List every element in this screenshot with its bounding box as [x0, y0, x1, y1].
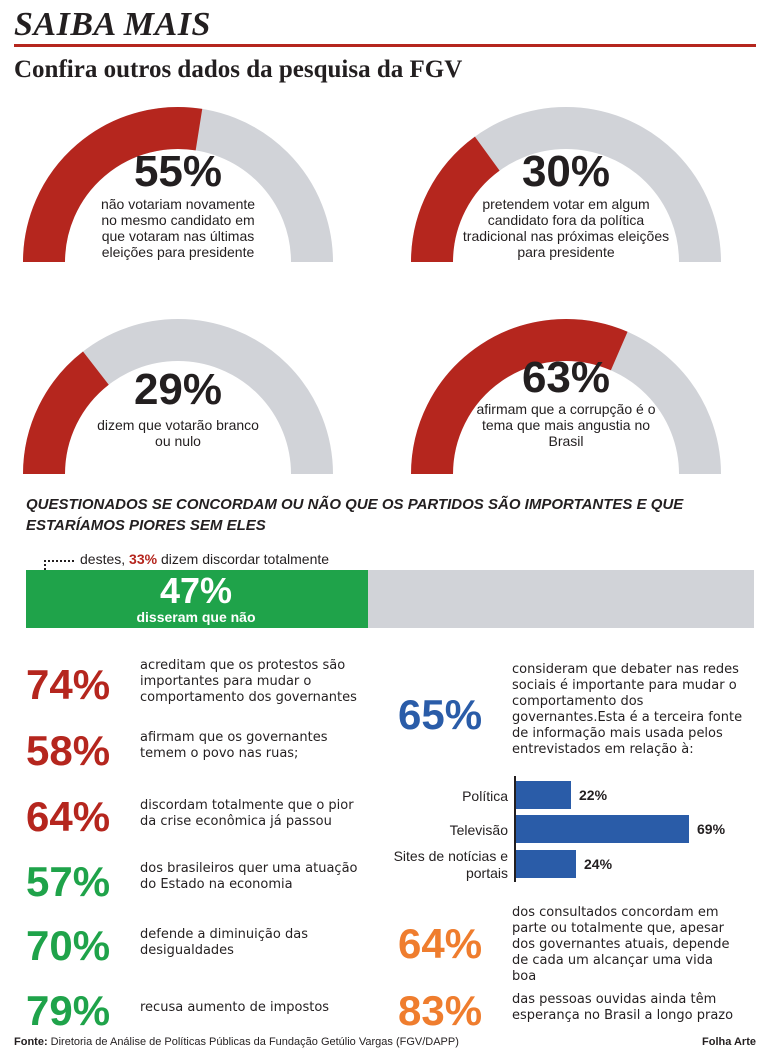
stat-percent: 57%	[26, 858, 111, 905]
stat-text: discordam totalmente que o pior da crise…	[140, 798, 354, 829]
gauge-percent: 29%	[133, 365, 223, 414]
section-title: SAIBA MAIS	[14, 6, 211, 43]
hbar-value: 69%	[697, 821, 726, 837]
source-label: Fonte:	[14, 1036, 48, 1048]
question-heading: QUESTIONADOS SE CONCORDAM OU NÃO QUE OS …	[26, 496, 684, 534]
gauge-svg	[23, 107, 333, 263]
gauge-description: pretendem votar em algum candidato fora …	[462, 196, 670, 260]
gauge-svg	[411, 107, 721, 263]
gauge-description: não votariam novamente no mesmo candidat…	[100, 196, 256, 260]
gauge-value-arc	[23, 351, 110, 475]
gauge-description: afirmam que a corrupção é o tema que mai…	[476, 401, 656, 449]
note-suffix: dizem discordar totalmente	[160, 551, 330, 567]
stat-percent: 64%	[26, 793, 111, 840]
note-prefix: destes,	[80, 551, 126, 567]
parties-bar-fill: 47% disseram que não	[26, 570, 368, 628]
parties-bar-label: disseram que não	[136, 609, 256, 625]
parties-bar-percent: 47%	[159, 570, 233, 611]
hbar-label: Política	[462, 788, 508, 804]
gauge-value-arc	[411, 136, 501, 263]
gauge-3: 29% dizem que votarão branco ou nulo	[23, 304, 333, 484]
stat-percent: 83%	[398, 987, 483, 1034]
gauge-2: 30% pretendem votar em algum candidato f…	[411, 92, 721, 272]
gauge-percent: 55%	[133, 147, 223, 196]
gauge-description: dizem que votarão branco ou nulo	[97, 417, 259, 449]
gauge-1: 55% não votariam novamente no mesmo cand…	[23, 92, 333, 272]
gauge-svg	[411, 319, 721, 475]
stat-text: afirmam que os governantes temem o povo …	[140, 730, 328, 761]
stat-percent: 79%	[26, 987, 111, 1034]
hbar-label: Televisão	[449, 822, 508, 838]
stat-percent: 65%	[398, 691, 483, 738]
hbar-sites	[516, 850, 576, 878]
note-leader-line-vertical	[44, 560, 46, 574]
note-leader-line	[44, 560, 74, 562]
gauge-svg	[23, 319, 333, 475]
note-highlight: 33%	[129, 551, 158, 567]
stat-text: consideram que debater nas redes sociais…	[512, 662, 743, 757]
stat-text: recusa aumento de impostos	[140, 1000, 330, 1015]
hbar-value: 24%	[584, 856, 613, 872]
hbar-value: 22%	[579, 787, 608, 803]
credit: Folha Arte	[702, 1036, 756, 1048]
parties-bar-track: 47% disseram que não	[26, 570, 754, 628]
stat-percent: 64%	[398, 920, 483, 967]
gauge-percent: 63%	[521, 353, 611, 402]
stat-percent: 58%	[26, 727, 111, 774]
stat-text: dos consultados concordam em parte ou to…	[512, 905, 730, 984]
hbar-axis	[514, 776, 516, 882]
stat-text: dos brasileiros quer uma atuação do Esta…	[140, 861, 358, 892]
stat-text: das pessoas ouvidas ainda têm esperança …	[512, 992, 734, 1023]
source-footer: Fonte: Diretoria de Análise de Políticas…	[14, 1036, 459, 1048]
header-rule	[14, 44, 756, 47]
gauge-percent: 30%	[521, 147, 611, 196]
hbar-televisao	[516, 815, 689, 843]
hbar-politica	[516, 781, 571, 809]
gauge-value-arc	[23, 107, 203, 263]
hbar-label: Sites de notícias e portais	[393, 848, 508, 881]
source-text: Diretoria de Análise de Políticas Públic…	[50, 1036, 459, 1048]
stat-text: defende a diminuição das desigualdades	[140, 927, 308, 958]
gauge-4: 63% afirmam que a corrupção é o tema que…	[411, 304, 721, 484]
gauge-value-arc	[411, 319, 628, 475]
stat-text: acreditam que os protestos são important…	[140, 658, 357, 705]
bar-note: destes, 33% dizem discordar totalmente	[80, 551, 329, 567]
stat-percent: 74%	[26, 661, 111, 708]
stat-percent: 70%	[26, 922, 111, 969]
page-subtitle: Confira outros dados da pesquisa da FGV	[14, 56, 463, 83]
